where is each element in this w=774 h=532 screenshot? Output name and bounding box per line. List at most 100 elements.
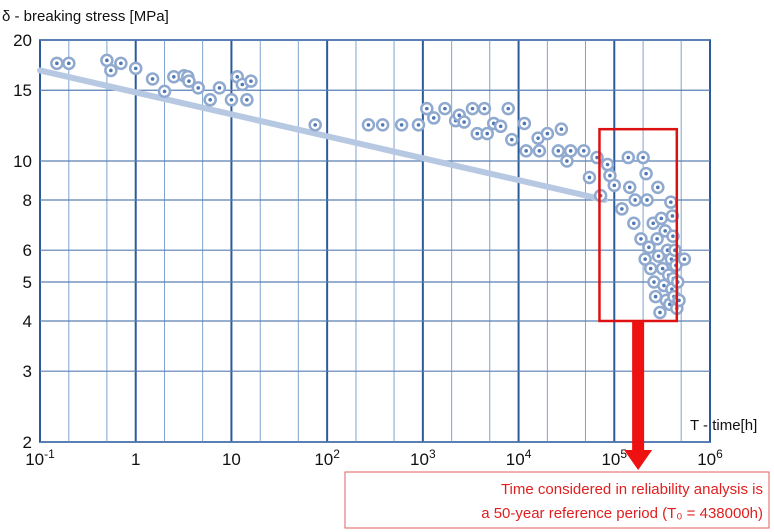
data-point [519, 144, 533, 158]
data-points [50, 53, 692, 320]
data-point-center [632, 221, 636, 226]
data-point [607, 178, 622, 193]
data-point [650, 232, 664, 246]
data-point [622, 180, 637, 195]
data-point-center [119, 61, 123, 66]
data-point [308, 118, 322, 132]
data-point-center [162, 89, 167, 94]
data-point-center [506, 106, 511, 111]
y-tick-label: 10 [13, 152, 32, 171]
data-point-center [196, 86, 201, 90]
data-point [212, 81, 227, 95]
arrow-shaft [632, 320, 645, 450]
data-point [647, 275, 661, 289]
data-point-center [671, 234, 675, 239]
data-point-center [240, 82, 245, 87]
data-point-center [485, 131, 489, 136]
data-point-center [229, 97, 234, 102]
data-point [577, 144, 591, 158]
data-point [636, 150, 650, 165]
data-point-center [524, 149, 528, 153]
data-point [653, 305, 667, 320]
x-tick-label: 106 [697, 447, 723, 469]
data-point [554, 122, 569, 136]
data-point-center [217, 86, 222, 90]
data-point-center [537, 149, 542, 153]
data-point [191, 81, 205, 95]
x-tick-label: 10 [222, 450, 241, 469]
data-point [427, 111, 441, 125]
data-point-center [655, 237, 659, 241]
data-point [375, 118, 390, 132]
data-point [411, 118, 426, 132]
data-point-center [647, 245, 651, 250]
data-point [114, 56, 128, 71]
data-point-center [627, 185, 632, 190]
data-point [664, 195, 678, 209]
data-point-center [670, 214, 675, 218]
data-point-center [245, 97, 249, 102]
y-tick-label: 5 [23, 273, 32, 292]
data-point-center [581, 149, 586, 153]
data-point [560, 154, 574, 168]
data-point-center [249, 79, 253, 83]
data-point [638, 252, 652, 266]
data-point [590, 150, 604, 165]
data-point-center [633, 198, 637, 202]
data-point [532, 144, 547, 158]
data-point-center [605, 162, 610, 167]
data-point [628, 193, 642, 207]
x-tick-label: 103 [410, 447, 436, 469]
data-point [517, 116, 532, 131]
data-point-center [545, 131, 550, 136]
data-point-center [669, 200, 673, 204]
data-point-center [399, 123, 404, 127]
data-point-center [522, 121, 527, 126]
data-point-center [510, 137, 514, 142]
data-point [203, 93, 217, 107]
data-point-center [470, 106, 475, 111]
data-point-center [565, 159, 569, 163]
data-point-center [172, 74, 176, 79]
data-point-center [313, 123, 317, 127]
trend-line-group [37, 67, 609, 203]
data-point-center [431, 116, 436, 120]
data-point-center [595, 155, 599, 160]
data-point-center [656, 254, 661, 258]
x-tick-labels: 10-1 1 10 102 103 104 105 106 [25, 447, 723, 469]
data-point [668, 243, 682, 257]
data-point-center [425, 106, 429, 111]
data-point-center [659, 216, 664, 221]
x-tick-label: 1 [131, 450, 140, 469]
data-point-center [653, 294, 658, 299]
data-point [50, 56, 64, 71]
data-point [244, 74, 258, 88]
data-point-center [612, 183, 617, 188]
data-point-center [55, 61, 59, 66]
data-point-center [443, 106, 447, 111]
data-point-center [457, 113, 462, 118]
data-point [420, 101, 434, 116]
data-point-center [133, 66, 138, 71]
data-point [672, 293, 686, 308]
arrow-head [624, 450, 653, 470]
data-point [643, 261, 658, 276]
y-tick-label: 4 [23, 312, 32, 331]
data-point [438, 101, 452, 116]
data-point [563, 144, 578, 158]
data-point-center [105, 58, 109, 63]
data-point-center [620, 207, 624, 211]
x-tick-label: 105 [601, 447, 627, 469]
data-point-center [482, 106, 487, 111]
data-point [639, 166, 653, 181]
data-point-center [644, 171, 648, 176]
data-point-center [662, 283, 666, 288]
data-point [465, 101, 480, 116]
data-point-center [652, 280, 656, 284]
annotation-line: Time considered in reliability analysis … [501, 481, 763, 498]
data-point-center [660, 266, 665, 271]
data-point-center [667, 302, 672, 307]
data-point [615, 202, 629, 216]
data-point-center [608, 173, 612, 178]
